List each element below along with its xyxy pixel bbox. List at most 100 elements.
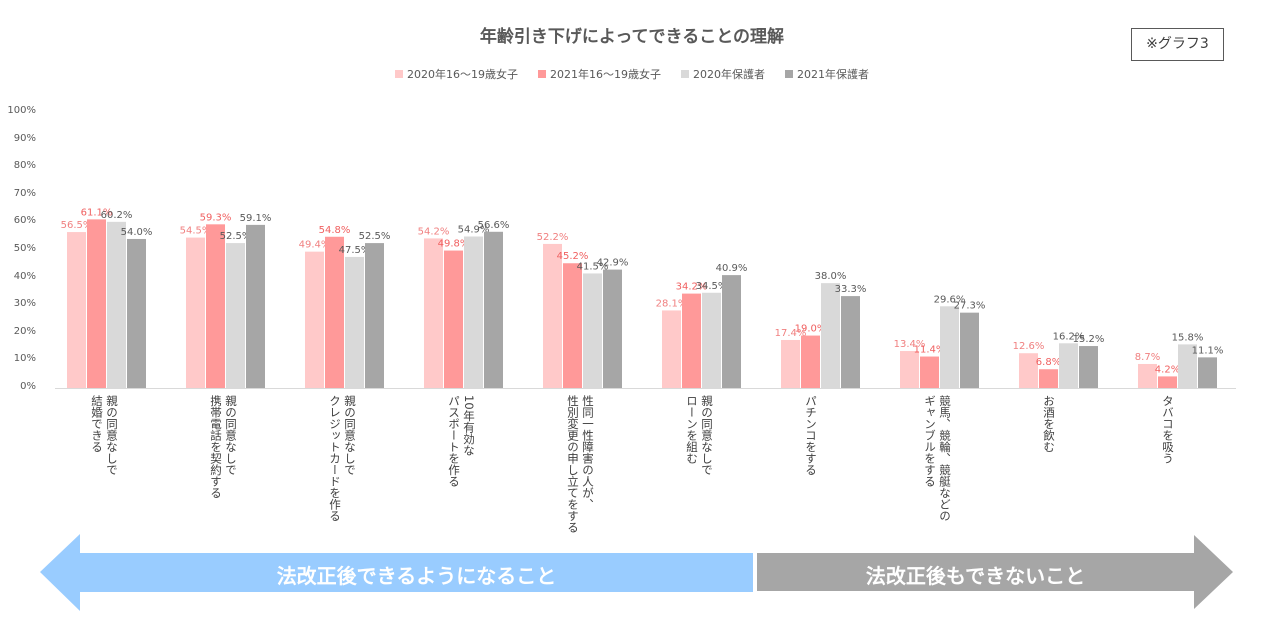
category-label: 10年有効な パスポートを作る bbox=[447, 395, 476, 487]
data-label-series-3: 15.8% bbox=[1172, 332, 1204, 343]
data-label-series-4: 59.1% bbox=[240, 213, 272, 224]
data-label-series-1: 13.4% bbox=[894, 339, 926, 350]
data-label-series-3: 60.2% bbox=[101, 210, 133, 221]
category-label: お酒を飲む bbox=[1042, 395, 1056, 453]
category-label: 性同一性障害の人が、 性別変更の申し立てをする bbox=[566, 395, 595, 533]
legend-swatch-series-4 bbox=[785, 70, 793, 78]
y-tick-label: 70% bbox=[13, 187, 36, 199]
legend-item-series-1: 2020年16〜19歳女子 bbox=[395, 66, 518, 82]
bar-series-2 bbox=[682, 293, 701, 388]
data-label-series-1: 28.1% bbox=[656, 298, 688, 309]
data-label-series-2: 4.2% bbox=[1155, 364, 1180, 375]
bar-series-2 bbox=[1158, 376, 1177, 388]
bar-series-4 bbox=[960, 312, 979, 388]
bar-series-2 bbox=[206, 224, 225, 388]
bar-series-1 bbox=[1019, 353, 1038, 388]
y-tick-label: 40% bbox=[13, 270, 36, 282]
legend-label-series-2: 2021年16〜19歳女子 bbox=[550, 68, 661, 81]
legend: 2020年16〜19歳女子 2021年16〜19歳女子 2020年保護者 202… bbox=[0, 66, 1264, 82]
data-label-series-1: 54.2% bbox=[418, 226, 450, 237]
legend-item-series-4: 2021年保護者 bbox=[785, 66, 869, 82]
bar-series-1 bbox=[781, 339, 800, 388]
bar-series-2 bbox=[87, 219, 106, 388]
data-label-series-2: 59.3% bbox=[200, 212, 232, 223]
right-arrow-shape bbox=[757, 535, 1233, 609]
data-label-series-1: 56.5% bbox=[61, 220, 93, 231]
bar-series-3 bbox=[1059, 343, 1078, 388]
data-label-series-4: 33.3% bbox=[835, 284, 867, 295]
legend-label-series-3: 2020年保護者 bbox=[693, 68, 765, 81]
bar-series-3 bbox=[1178, 344, 1197, 388]
bar-series-4 bbox=[722, 275, 741, 388]
y-tick-label: 20% bbox=[13, 325, 36, 337]
category-label: 競馬、競輪、競艇などの ギャンブルをする bbox=[923, 395, 952, 522]
legend-swatch-series-1 bbox=[395, 70, 403, 78]
bar-series-4 bbox=[1198, 357, 1217, 388]
data-label-series-4: 42.9% bbox=[597, 258, 629, 269]
category-label: パチンコをする bbox=[804, 395, 818, 476]
bar-series-2 bbox=[444, 250, 463, 388]
y-tick-label: 60% bbox=[13, 215, 36, 227]
bar-series-1 bbox=[900, 351, 919, 388]
data-label-series-4: 52.5% bbox=[359, 231, 391, 242]
data-label-series-3: 29.6% bbox=[934, 294, 966, 305]
y-tick-label: 90% bbox=[13, 132, 36, 144]
data-label-series-4: 15.2% bbox=[1073, 334, 1105, 345]
y-tick-label: 0% bbox=[20, 381, 36, 392]
bar-series-4 bbox=[1079, 346, 1098, 388]
y-tick-label: 100% bbox=[7, 105, 36, 116]
bar-series-1 bbox=[1138, 363, 1157, 388]
data-label-series-1: 12.6% bbox=[1013, 341, 1045, 352]
data-label-series-1: 8.7% bbox=[1135, 352, 1160, 363]
y-tick-label: 30% bbox=[13, 298, 36, 310]
data-label-series-1: 52.2% bbox=[537, 232, 569, 243]
bar-series-4 bbox=[841, 296, 860, 388]
data-label-series-2: 61.1% bbox=[81, 207, 113, 218]
y-tick-label: 10% bbox=[13, 353, 36, 365]
bar-series-3 bbox=[464, 236, 483, 388]
data-label-series-4: 40.9% bbox=[716, 263, 748, 274]
left-arrow-label: 法改正後できるようになること bbox=[276, 564, 557, 588]
data-label-series-2: 6.8% bbox=[1036, 357, 1061, 368]
legend-swatch-series-2 bbox=[538, 70, 546, 78]
bar-series-3 bbox=[583, 273, 602, 388]
bar-series-1 bbox=[305, 251, 324, 388]
legend-label-series-4: 2021年保護者 bbox=[797, 68, 869, 81]
data-label-series-2: 11.4% bbox=[914, 345, 946, 356]
bar-series-1 bbox=[662, 310, 681, 388]
data-label-series-3: 54.9% bbox=[458, 224, 490, 235]
data-label-series-4: 54.0% bbox=[121, 227, 153, 238]
bar-series-3 bbox=[107, 221, 126, 388]
bar-series-3 bbox=[226, 243, 245, 388]
bar-series-1 bbox=[424, 238, 443, 388]
data-label-series-2: 54.8% bbox=[319, 225, 351, 236]
bar-series-4 bbox=[127, 238, 146, 388]
bar-series-4 bbox=[365, 243, 384, 388]
bar-series-2 bbox=[325, 236, 344, 388]
y-tick-label: 80% bbox=[13, 160, 36, 172]
bar-series-4 bbox=[246, 224, 265, 388]
category-label: 親の同意なしで 結婚できる bbox=[90, 395, 119, 476]
bar-series-4 bbox=[484, 231, 503, 388]
left-arrow-shape bbox=[40, 534, 753, 611]
data-label-series-4: 27.3% bbox=[954, 301, 986, 312]
bar-series-2 bbox=[920, 356, 939, 388]
data-label-series-1: 54.5% bbox=[180, 226, 212, 237]
category-label: タバコを吸う bbox=[1161, 395, 1175, 464]
bar-series-1 bbox=[186, 237, 205, 388]
data-label-series-2: 34.2% bbox=[676, 282, 708, 293]
legend-label-series-1: 2020年16〜19歳女子 bbox=[407, 68, 518, 81]
legend-swatch-series-3 bbox=[681, 70, 689, 78]
bar-series-3 bbox=[821, 283, 840, 388]
data-label-series-3: 41.5% bbox=[577, 261, 609, 272]
bar-series-3 bbox=[345, 256, 364, 388]
bar-series-2 bbox=[801, 335, 820, 388]
category-label: 親の同意なしで 携帯電話を契約する bbox=[209, 395, 238, 499]
category-label: 親の同意なしで クレジットカードを作る bbox=[328, 395, 357, 522]
legend-item-series-3: 2020年保護者 bbox=[681, 66, 765, 82]
data-label-series-3: 38.0% bbox=[815, 271, 847, 282]
right-arrow-label: 法改正後もできないこと bbox=[865, 564, 1086, 588]
